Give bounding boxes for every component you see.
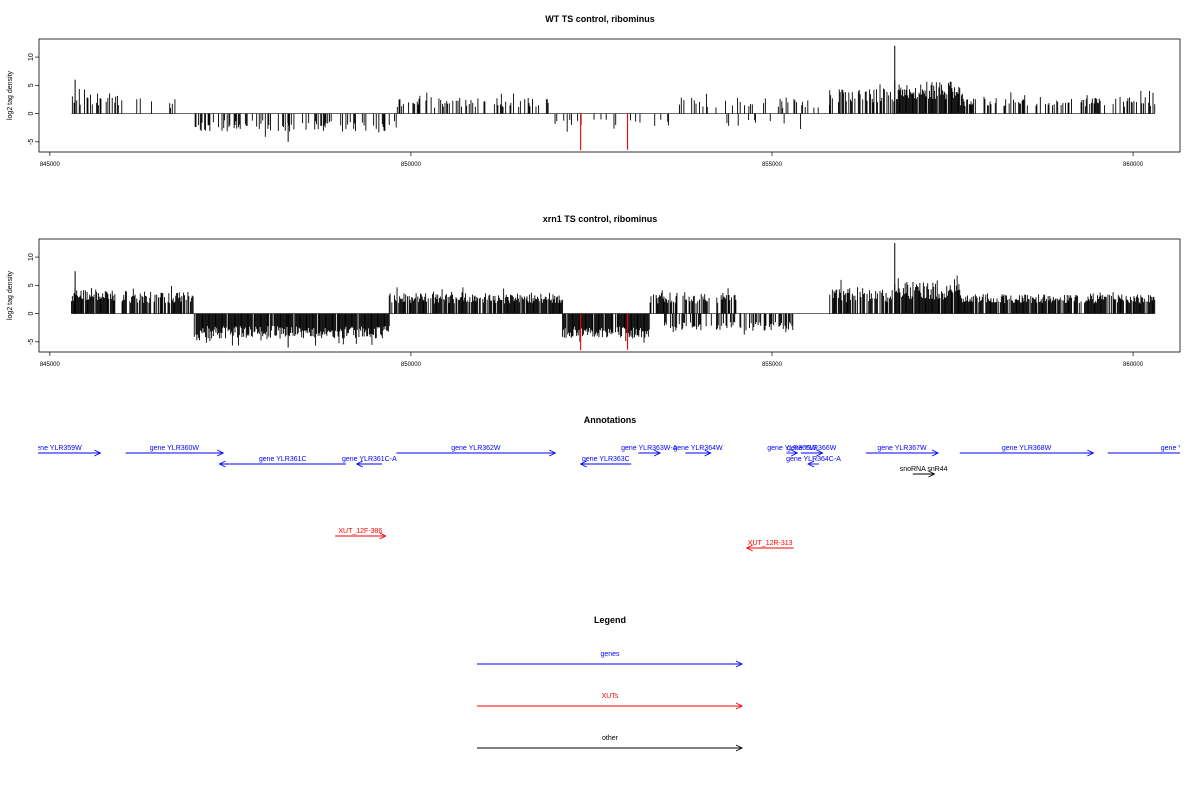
- y-tick-label: 10: [28, 253, 35, 261]
- feature-label: gene YLR362W: [451, 445, 501, 452]
- feature-arrow: [807, 460, 819, 468]
- y-tick-label: -5: [28, 339, 35, 345]
- feature-arrow: [579, 460, 632, 468]
- annotations-title: Annotations: [584, 415, 637, 425]
- feature-label: XUT_12R-313: [748, 540, 793, 547]
- feature-arrow: [638, 449, 662, 457]
- feature-label: gene YLR369W: [1161, 445, 1200, 452]
- legend-label: other: [602, 735, 619, 742]
- feature-label: XUT_12F-386: [338, 528, 382, 535]
- coverage-panel-1: WT TS control, ribominus log2 tag density…: [7, 14, 1181, 168]
- plot-frame: [38, 38, 1181, 153]
- coverage-bars: [71, 242, 1156, 351]
- x-tick-label: 850000: [401, 362, 422, 368]
- y-tick-label: 0: [28, 312, 35, 316]
- feature-label: gene YLR361C: [259, 456, 307, 463]
- y-tick-label: 5: [28, 83, 35, 87]
- feature-arrow: [745, 544, 794, 552]
- x-tick-label: 860000: [1123, 162, 1144, 168]
- feature-arrow: [865, 449, 940, 457]
- feature-arrow: [1107, 452, 1180, 454]
- y-tick-label: 5: [28, 283, 35, 287]
- legend-arrow-gene: [477, 660, 744, 668]
- legend-label: XUTs: [602, 693, 619, 700]
- y-tick-label: 10: [28, 53, 35, 61]
- coverage-panel-2: xrn1 TS control, ribominus log2 tag densi…: [7, 214, 1181, 368]
- feature-label: gene YLR360W: [150, 445, 200, 452]
- feature-arrow: [685, 449, 712, 457]
- feature-arrow: [38, 449, 102, 457]
- plot-frame: [38, 238, 1181, 353]
- panel-title: WT TS control, ribominus: [545, 14, 655, 24]
- legend-arrow-other: [477, 744, 744, 752]
- y-axis-label: log2 tag density: [7, 70, 14, 120]
- feature-arrow: [396, 449, 557, 457]
- feature-arrow: [125, 449, 225, 457]
- y-axis-label: log2 tag density: [7, 270, 14, 320]
- feature-label: gene YLR365W: [767, 445, 817, 452]
- feature-arrow: [335, 532, 387, 540]
- x-tick-label: 855000: [762, 362, 783, 368]
- legend-arrow-xut: [477, 702, 744, 710]
- feature-label: gene YLR363C: [582, 456, 630, 463]
- feature-label: gene YLR359W: [32, 445, 82, 452]
- x-tick-label: 855000: [762, 162, 783, 168]
- y-tick-label: -5: [28, 139, 35, 145]
- feature-label: gene YLR364W: [673, 445, 723, 452]
- coverage-bars: [71, 45, 1156, 151]
- feature-label: gene YLR364C-A: [786, 456, 841, 463]
- feature-arrow: [218, 460, 346, 468]
- feature-arrow: [959, 449, 1095, 457]
- feature-label: gene YLR363W-A: [621, 445, 677, 452]
- x-tick-label: 860000: [1123, 362, 1144, 368]
- feature-arrow: [786, 449, 799, 457]
- x-tick-label: 850000: [401, 162, 422, 168]
- feature-arrow: [800, 449, 824, 457]
- x-tick-label: 845000: [40, 362, 61, 368]
- feature-label: gene YLR367W: [877, 445, 927, 452]
- feature-arrow: [355, 460, 383, 468]
- feature-label: gene YLR361C-A: [342, 456, 397, 463]
- panel-title: xrn1 TS control, ribominus: [543, 214, 658, 224]
- y-tick-label: 0: [28, 112, 35, 116]
- x-tick-label: 845000: [40, 162, 61, 168]
- legend-title: Legend: [594, 615, 626, 625]
- feature-label: gene YLR368W: [1002, 445, 1052, 452]
- feature-label: snoRNA snR44: [900, 466, 948, 473]
- legend-label: genes: [600, 651, 620, 658]
- feature-track: gene YLR359W gene YLR360W gene YLR361C gene…: [32, 445, 1200, 552]
- feature-arrow: [912, 470, 936, 478]
- feature-label: gene YLR366W: [787, 445, 837, 452]
